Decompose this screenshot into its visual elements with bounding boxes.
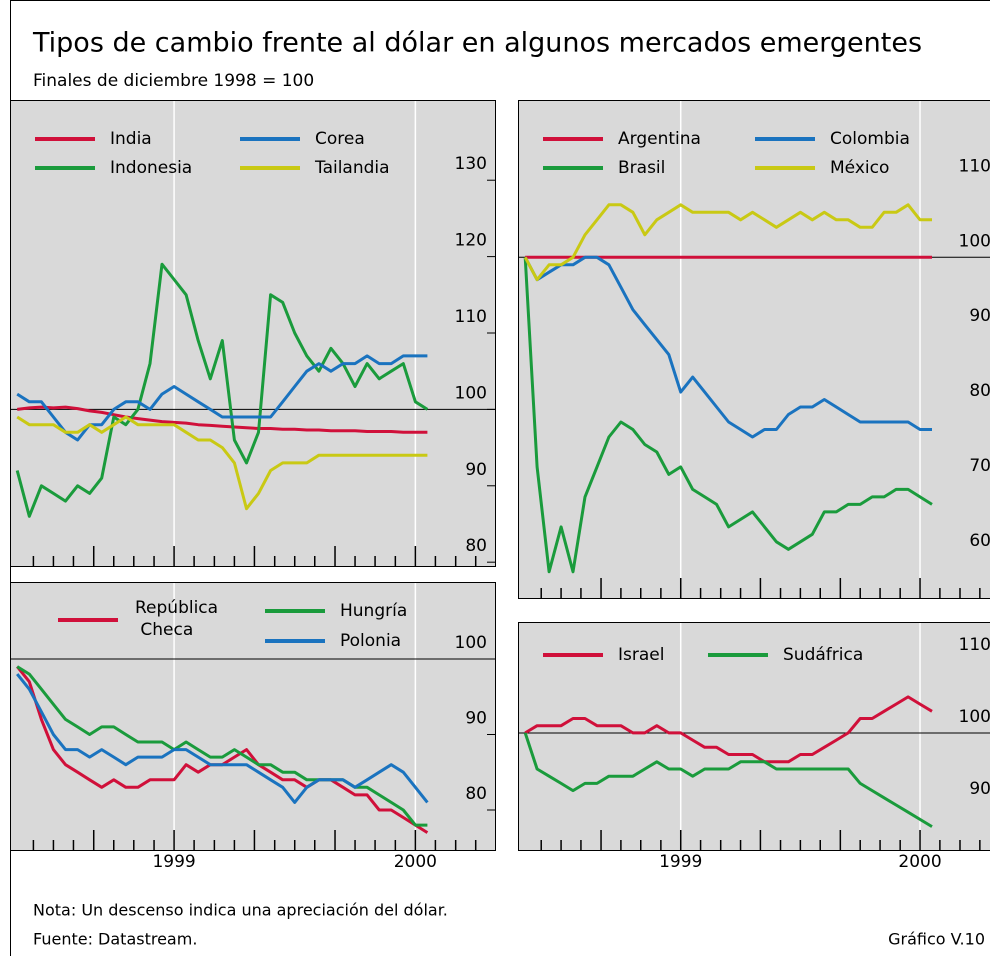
legend-label: Colombia <box>830 129 910 149</box>
source: Fuente: Datastream. <box>33 930 197 949</box>
legend-label: Argentina <box>618 129 701 149</box>
legend-label: Sudáfrica <box>783 645 863 665</box>
y-tick-label: 80 <box>465 536 487 556</box>
x-tick-label: 2000 <box>898 852 941 872</box>
series-line <box>524 695 933 764</box>
legend-label: República Checa <box>135 598 218 640</box>
y-tick-label: 80 <box>969 381 990 401</box>
panel <box>10 100 496 567</box>
y-tick-label: 130 <box>455 154 487 174</box>
y-tick-label: 100 <box>959 231 990 251</box>
x-tick-label: 1999 <box>659 852 702 872</box>
legend-label: Polonia <box>340 631 401 651</box>
y-tick-label: 110 <box>959 635 990 655</box>
y-tick-label: 70 <box>969 456 990 476</box>
y-tick-label: 120 <box>455 231 487 251</box>
legend-label: Hungría <box>340 601 407 621</box>
legend-label: Corea <box>315 129 365 149</box>
figure-label: Gráfico V.10 <box>888 930 985 949</box>
title: Tipos de cambio frente al dólar en algun… <box>32 28 922 59</box>
x-tick-label: 2000 <box>394 852 437 872</box>
series-line <box>523 257 933 574</box>
series-line <box>16 665 428 827</box>
series-line <box>523 732 933 828</box>
y-tick-label: 80 <box>465 784 487 804</box>
legend-label: Indonesia <box>110 158 192 178</box>
y-tick-label: 100 <box>455 633 487 653</box>
series-line <box>17 405 428 434</box>
legend-label: Tailandia <box>314 158 390 178</box>
y-tick-label: 90 <box>465 708 487 728</box>
y-tick-label: 110 <box>455 307 487 327</box>
y-tick-label: 90 <box>465 460 487 480</box>
legend-label: Israel <box>618 645 664 665</box>
series-line <box>16 354 428 442</box>
series-line <box>16 673 429 804</box>
plot-area <box>11 101 495 566</box>
y-tick-label: 100 <box>455 383 487 403</box>
panel <box>10 582 496 851</box>
note: Nota: Un descenso indica una apreciación… <box>33 901 448 920</box>
series-line <box>15 262 429 518</box>
series-line <box>523 203 932 282</box>
y-tick-label: 90 <box>969 306 990 326</box>
legend-label: India <box>110 129 152 149</box>
series-line <box>16 415 428 511</box>
plot-area <box>11 583 495 850</box>
y-tick-label: 110 <box>959 156 990 176</box>
legend-label: Brasil <box>618 158 665 178</box>
y-tick-label: 60 <box>969 531 990 551</box>
y-tick-label: 90 <box>969 779 990 799</box>
plot-area <box>519 623 990 850</box>
x-tick-label: 1999 <box>152 852 195 872</box>
series-line <box>523 255 932 439</box>
legend-label: México <box>830 158 889 178</box>
plot-area <box>519 101 990 598</box>
panel <box>518 100 990 599</box>
y-tick-label: 100 <box>959 707 990 727</box>
subtitle: Finales de diciembre 1998 = 100 <box>33 71 314 91</box>
